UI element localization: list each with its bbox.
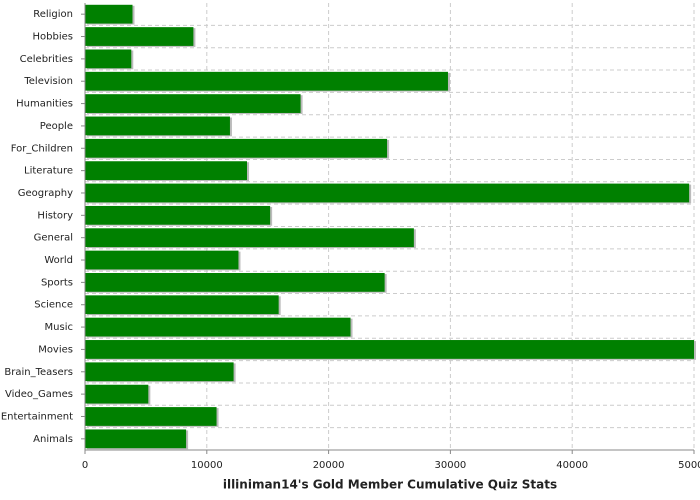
bar xyxy=(85,340,694,359)
x-axis-title: illiniman14's Gold Member Cumulative Qui… xyxy=(223,478,557,492)
y-tick-label: World xyxy=(44,255,73,266)
y-tick-label: People xyxy=(40,121,73,132)
y-tick-label: Brain_Teasers xyxy=(4,367,73,378)
y-tick-label: Entertainment xyxy=(1,411,73,422)
x-tick-label: 50000 xyxy=(678,460,700,471)
x-tick-label: 10000 xyxy=(191,460,223,471)
bar xyxy=(85,49,132,69)
bar xyxy=(85,161,247,181)
bar xyxy=(85,4,133,24)
y-tick-label: Religion xyxy=(33,9,73,20)
bar xyxy=(85,317,351,337)
y-tick-label: Humanities xyxy=(16,99,73,110)
y-tick-label: Literature xyxy=(24,166,73,177)
bar xyxy=(85,138,388,158)
bar xyxy=(85,362,234,382)
bar xyxy=(85,407,217,426)
bar xyxy=(85,429,187,449)
x-tick-label: 40000 xyxy=(556,460,588,471)
bar xyxy=(85,295,279,315)
bar xyxy=(85,183,690,203)
y-tick-label: For_Children xyxy=(11,143,73,154)
bar xyxy=(85,272,385,292)
x-tick-label: 20000 xyxy=(313,460,345,471)
y-tick-label: Video_Games xyxy=(5,389,73,400)
x-tick-label: 30000 xyxy=(434,460,466,471)
y-tick-label: Science xyxy=(34,300,73,311)
y-tick-label: Celebrities xyxy=(20,54,73,65)
y-tick-label: Sports xyxy=(41,277,73,288)
bar xyxy=(85,27,194,46)
bar xyxy=(85,250,239,270)
y-tick-label: Movies xyxy=(38,344,73,355)
bar xyxy=(85,228,414,248)
y-tick-label: Geography xyxy=(18,188,73,199)
bar xyxy=(85,384,149,404)
y-tick-label: Animals xyxy=(33,434,73,445)
bar xyxy=(85,71,448,91)
bar xyxy=(85,205,271,225)
y-tick-label: History xyxy=(37,210,73,221)
x-tick-label: 0 xyxy=(82,460,88,471)
bar xyxy=(85,94,301,113)
bar xyxy=(85,116,230,136)
y-tick-label: Television xyxy=(23,76,73,87)
y-tick-label: General xyxy=(34,233,73,244)
y-tick-label: Hobbies xyxy=(33,32,73,43)
y-tick-label: Music xyxy=(45,322,73,333)
